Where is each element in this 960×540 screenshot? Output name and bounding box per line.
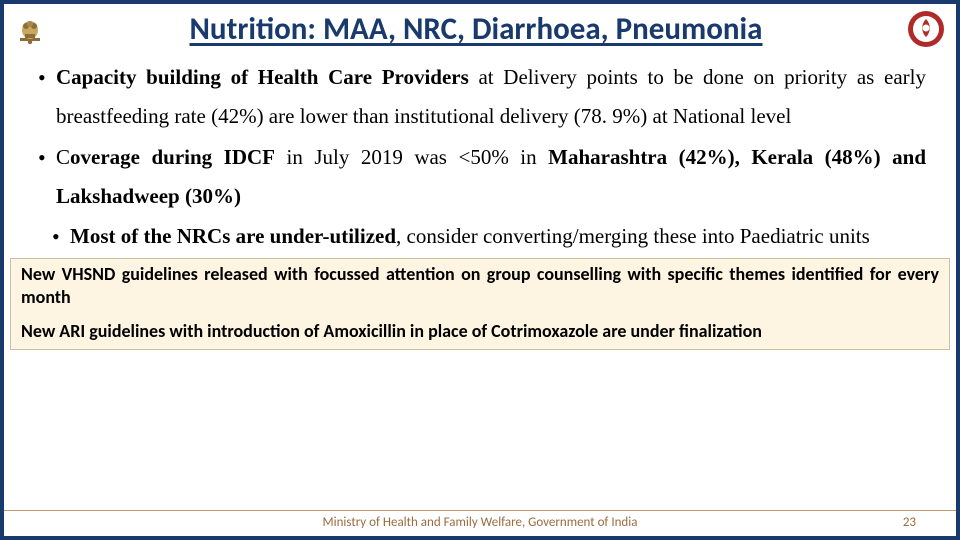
bullet-item: Most of the NRCs are under-utilized, con… xyxy=(34,217,926,256)
bullet-bold-mid: overage during IDCF xyxy=(70,145,275,169)
highlight-paragraph: New VHSND guidelines released with focus… xyxy=(21,263,939,308)
bullet-bold-lead: Capacity building of Health Care Provide… xyxy=(56,65,469,89)
highlight-box: New VHSND guidelines released with focus… xyxy=(10,258,950,350)
bullet-list: Capacity building of Health Care Provide… xyxy=(34,58,926,256)
bullet-pre: C xyxy=(56,145,70,169)
bullet-item: Coverage during IDCF in July 2019 was <5… xyxy=(34,138,926,216)
slide-container: Nutrition: MAA, NRC, Diarrhoea, Pneumoni… xyxy=(0,0,960,540)
footer-text: Ministry of Health and Family Welfare, G… xyxy=(4,510,956,530)
bullet-bold-lead: Most of the NRCs are under-utilized xyxy=(70,224,396,248)
emblem-of-india-icon xyxy=(14,9,46,49)
slide-title: Nutrition: MAA, NRC, Diarrhoea, Pneumoni… xyxy=(46,10,906,48)
header: Nutrition: MAA, NRC, Diarrhoea, Pneumoni… xyxy=(4,4,956,50)
bullet-mid: in July 2019 was <50% in xyxy=(275,145,548,169)
content-area: Capacity building of Health Care Provide… xyxy=(4,50,956,256)
page-number: 23 xyxy=(903,515,916,530)
nhm-logo-icon xyxy=(906,9,946,49)
bullet-rest: , consider converting/merging these into… xyxy=(396,224,870,248)
bullet-item: Capacity building of Health Care Provide… xyxy=(34,58,926,136)
highlight-paragraph: New ARI guidelines with introduction of … xyxy=(21,320,939,343)
